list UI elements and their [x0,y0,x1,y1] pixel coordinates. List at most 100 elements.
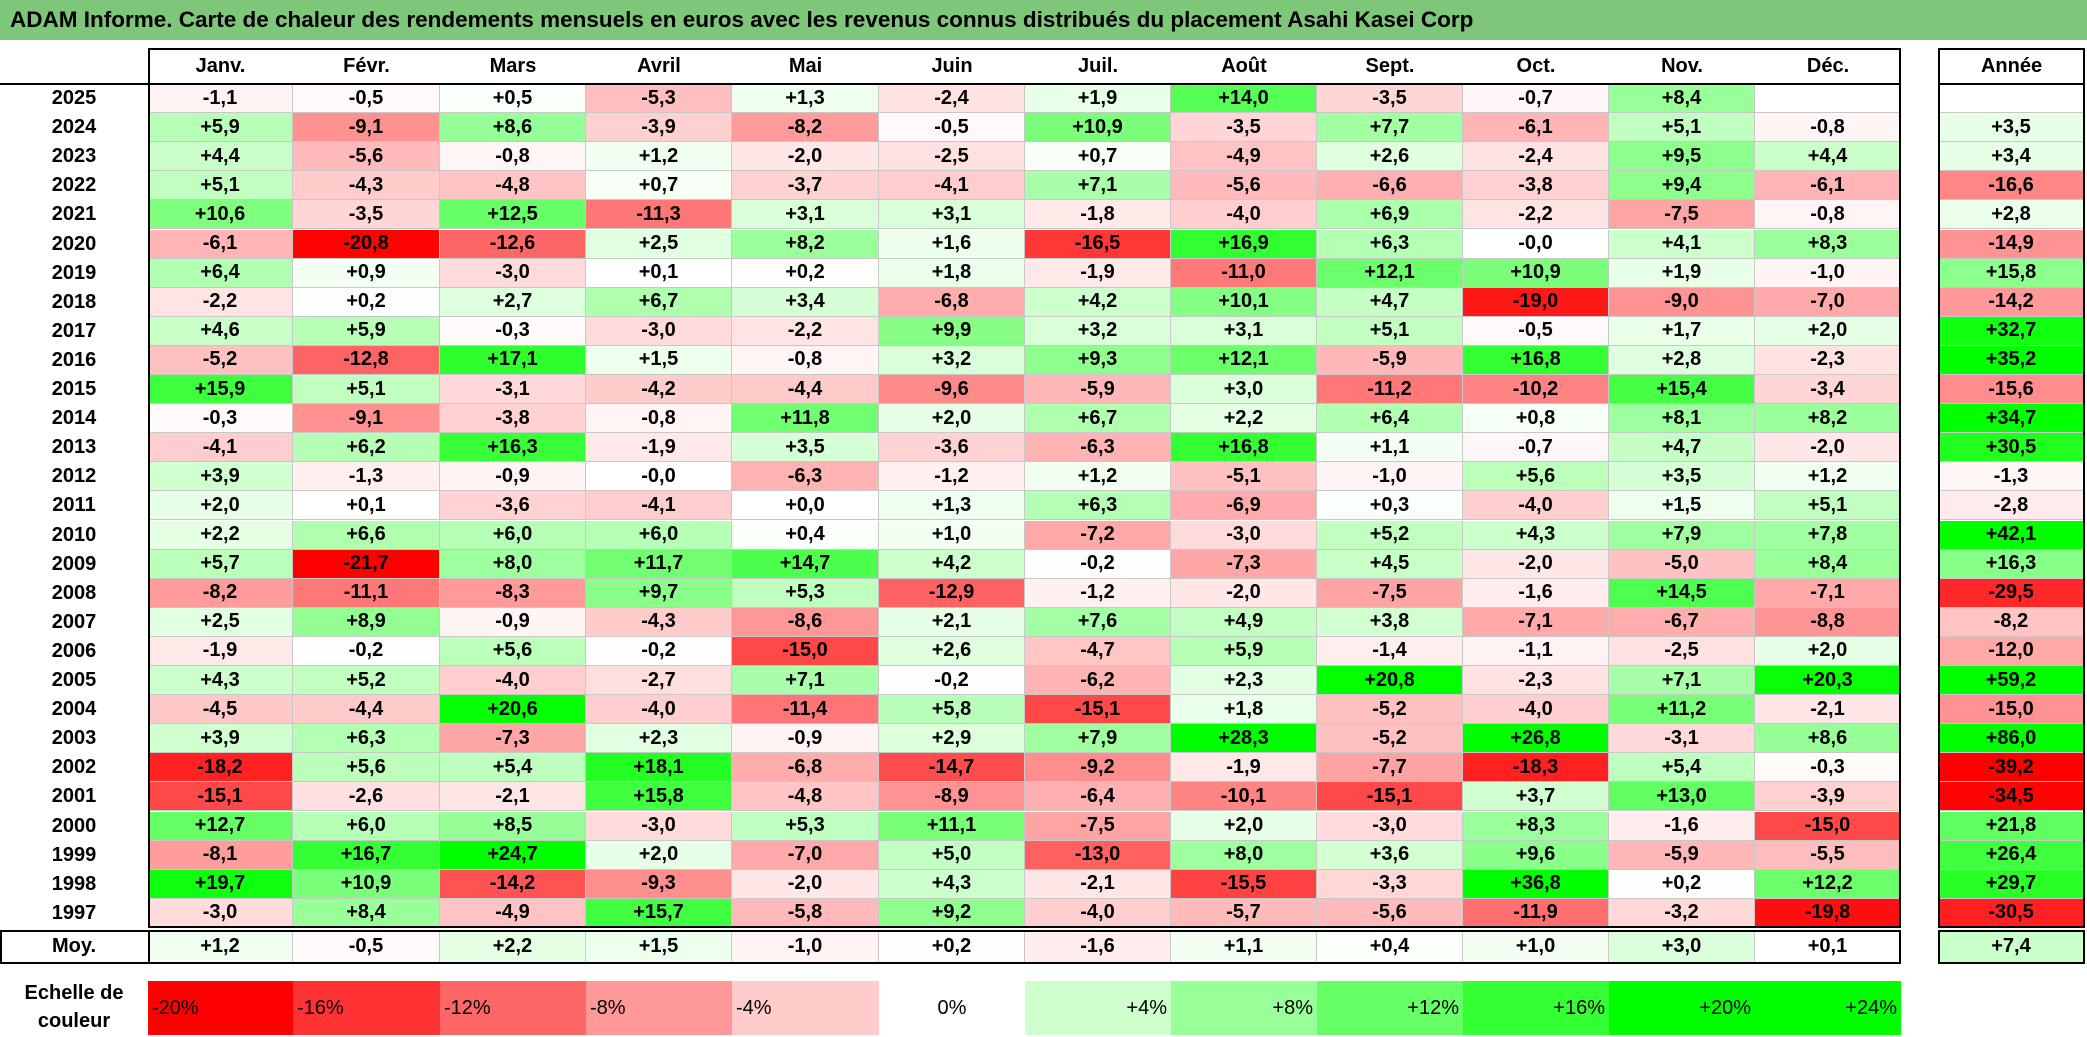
heatmap-cell: -19,0 [1463,287,1609,317]
color-scale-label: Echelle de couleur [0,979,148,1037]
heatmap-cell: +8,3 [1755,229,1901,259]
heatmap-cell: -2,5 [1609,636,1755,666]
chart-title: ADAM Informe. Carte de chaleur des rende… [10,7,1474,32]
heatmap-cell: -4,0 [1171,200,1317,230]
annual-cell: +42,1 [1938,520,2085,550]
heatmap-cell: -1,9 [1025,258,1171,288]
heatmap-cell: -1,2 [879,462,1025,492]
heatmap-cell: +8,0 [1171,840,1317,870]
heatmap-cell: -7,3 [1171,549,1317,579]
heatmap-cell: +0,2 [1609,869,1755,899]
heatmap-cell: -3,1 [440,375,586,405]
heatmap-cell: +2,3 [586,724,732,754]
heatmap-cell: +9,7 [586,578,732,608]
heatmap-cell: -5,2 [1317,695,1463,725]
row-year-label: 2009 [51,552,97,575]
annual-cell: +15,8 [1938,258,2085,288]
heatmap-cell: +1,9 [1609,258,1755,288]
heatmap-cell: +9,9 [879,316,1025,346]
color-scale-swatch: -8% [586,981,732,1035]
month-header: Juin [931,54,973,77]
heatmap-cell: -1,9 [586,433,732,463]
heatmap-cell: -21,7 [293,549,440,579]
average-cell: -1,0 [732,929,879,964]
row-year-label: 2017 [51,319,97,342]
heatmap-cell: +1,5 [1609,491,1755,521]
heatmap-cell: +10,9 [293,869,440,899]
heatmap-cell: +20,6 [440,695,586,725]
heatmap-cell: -3,0 [586,316,732,346]
heatmap-cell: +0,7 [1025,142,1171,172]
heatmap-cell: -9,1 [293,404,440,434]
heatmap-cell: -8,9 [879,782,1025,812]
heatmap-cell: -4,0 [440,666,586,696]
heatmap-cell: -7,5 [1609,200,1755,230]
heatmap-cell: -3,0 [1171,520,1317,550]
heatmap-cell: +15,4 [1609,375,1755,405]
heatmap-cell: -1,2 [1025,578,1171,608]
heatmap-cell: -5,5 [1755,840,1901,870]
heatmap-cell: +20,3 [1755,666,1901,696]
month-header: Oct. [1516,54,1556,77]
heatmap-cell: +6,0 [440,520,586,550]
heatmap-cell: +5,1 [148,171,293,201]
heatmap-cell: -2,5 [879,142,1025,172]
heatmap-cell: +7,8 [1755,520,1901,550]
row-year-label: 2021 [51,203,97,226]
heatmap-cell: +11,8 [732,404,879,434]
row-year-label: 2015 [51,378,97,401]
heatmap-cell: -0,0 [586,462,732,492]
month-table-frame [148,48,1901,928]
heatmap-cell: +2,0 [1755,636,1901,666]
heatmap-cell: -1,0 [1755,258,1901,288]
heatmap-cell: +9,2 [879,898,1025,928]
heatmap-cell: -1,4 [1317,636,1463,666]
heatmap-cell: +12,2 [1755,869,1901,899]
heatmap-cell: -2,0 [732,142,879,172]
heatmap-cell: +4,3 [1463,520,1609,550]
heatmap-cell: -0,3 [1755,753,1901,783]
heatmap-cell: -7,5 [1025,811,1171,841]
heatmap-cell: -2,2 [732,316,879,346]
annual-cell: -39,2 [1938,753,2085,783]
heatmap-cell: +2,0 [1755,316,1901,346]
row-year-label: 2019 [51,261,97,284]
average-cell: +0,2 [879,929,1025,964]
heatmap-cell: -1,3 [293,462,440,492]
heatmap-cell: +3,0 [1171,375,1317,405]
heatmap-cell: +10,9 [1463,258,1609,288]
heatmap-cell: -4,7 [1025,636,1171,666]
heatmap-cell: +4,2 [1025,287,1171,317]
heatmap-cell: -0,3 [440,316,586,346]
heatmap-cell: -3,5 [293,200,440,230]
row-year-label: 1998 [51,872,97,895]
heatmap-cell: +5,6 [293,753,440,783]
heatmap-cell: +1,8 [879,258,1025,288]
month-header: Sept. [1365,54,1415,77]
color-scale-label-line1: Echelle de [24,982,124,1004]
average-cell: +3,0 [1609,929,1755,964]
row-year-label: 2012 [51,465,97,488]
heatmap-cell: -3,3 [1317,869,1463,899]
heatmap-cell: +8,6 [440,113,586,143]
heatmap-cell: -5,6 [1171,171,1317,201]
color-scale-swatch: -20% [148,981,293,1035]
annual-cell: +2,8 [1938,200,2085,230]
heatmap-cell: +8,9 [293,607,440,637]
heatmap-cell: +28,3 [1171,724,1317,754]
heatmap-cell: -2,0 [1463,549,1609,579]
heatmap-cell: -0,8 [732,345,879,375]
row-year-label: 2002 [51,756,97,779]
heatmap-cell: +16,7 [293,840,440,870]
heatmap-cell: +7,7 [1317,113,1463,143]
heatmap-cell: +4,4 [148,142,293,172]
heatmap-cell: +17,1 [440,345,586,375]
heatmap-cell: +6,3 [1025,491,1171,521]
heatmap-cell: +2,5 [586,229,732,259]
heatmap-cell: -1,9 [1171,753,1317,783]
heatmap-cell: -5,0 [1609,549,1755,579]
annual-cell: +86,0 [1938,724,2085,754]
annual-cell: +32,7 [1938,316,2085,346]
heatmap-cell: +2,0 [879,404,1025,434]
